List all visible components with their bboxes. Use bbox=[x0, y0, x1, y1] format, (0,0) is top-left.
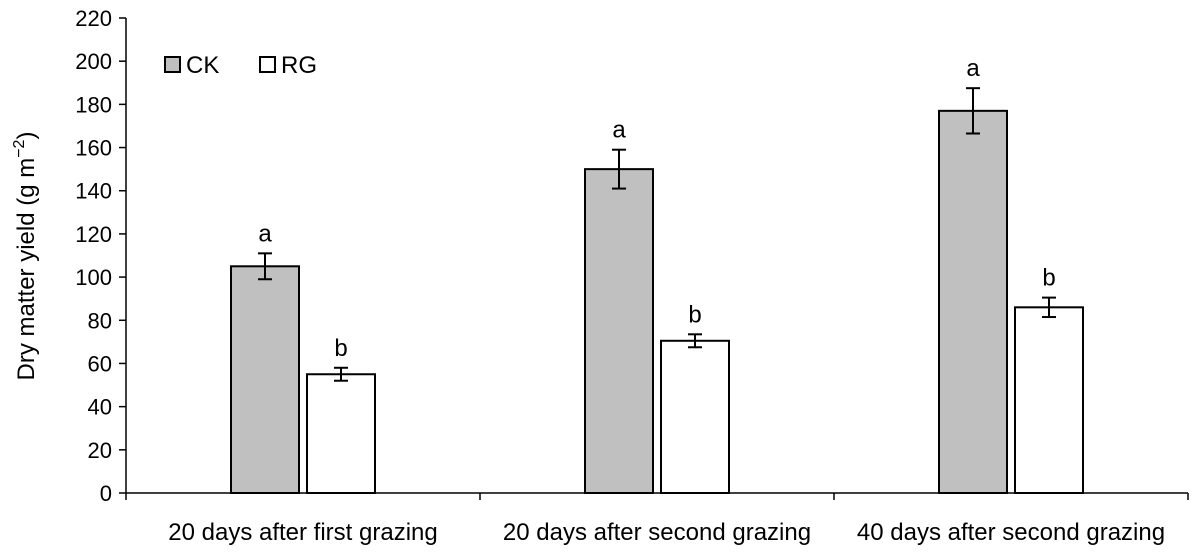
bar-ck bbox=[230, 265, 300, 494]
y-axis-title-base: Dry matter yield (g m bbox=[13, 158, 40, 381]
y-tick-label: 40 bbox=[88, 395, 112, 420]
bar-rg bbox=[306, 373, 376, 494]
significance-letter: a bbox=[258, 220, 272, 247]
y-tick-label: 100 bbox=[75, 265, 112, 290]
significance-letter: b bbox=[1042, 265, 1055, 292]
legend-label-rg: RG bbox=[281, 52, 317, 79]
y-tick-label: 200 bbox=[75, 49, 112, 74]
y-tick-label: 20 bbox=[88, 438, 112, 463]
svg-text:Dry matter yield (g m−2): Dry matter yield (g m−2) bbox=[11, 132, 40, 381]
x-tick-label: 20 days after first grazing bbox=[168, 519, 437, 546]
legend: CK RG bbox=[164, 52, 317, 79]
y-tick-label: 180 bbox=[75, 92, 112, 117]
y-tick-label: 0 bbox=[100, 481, 112, 506]
legend-swatch-rg bbox=[259, 56, 276, 73]
y-tick-label: 80 bbox=[88, 308, 112, 333]
bar-ck bbox=[584, 168, 654, 495]
significance-letter: b bbox=[688, 301, 701, 328]
y-tick-label: 160 bbox=[75, 136, 112, 161]
bar-rg bbox=[660, 339, 730, 494]
y-tick-label: 60 bbox=[88, 351, 112, 376]
y-axis-title-tail: ) bbox=[13, 132, 40, 140]
significance-letter: b bbox=[334, 335, 347, 362]
y-tick-label: 120 bbox=[75, 222, 112, 247]
y-axis-title: Dry matter yield (g m−2) bbox=[11, 132, 40, 381]
bar-rg bbox=[1014, 306, 1084, 494]
x-tick-label: 40 days after second grazing bbox=[857, 519, 1165, 546]
significance-letter: a bbox=[966, 55, 980, 82]
legend-swatch-ck bbox=[164, 56, 181, 73]
bar-ck bbox=[938, 109, 1008, 494]
y-tick-label: 220 bbox=[75, 6, 112, 31]
legend-label-ck: CK bbox=[186, 52, 219, 79]
x-tick-label: 20 days after second grazing bbox=[503, 519, 811, 546]
y-tick-label: 140 bbox=[75, 179, 112, 204]
y-axis-title-superscript: −2 bbox=[11, 139, 28, 157]
significance-letter: a bbox=[612, 117, 626, 144]
